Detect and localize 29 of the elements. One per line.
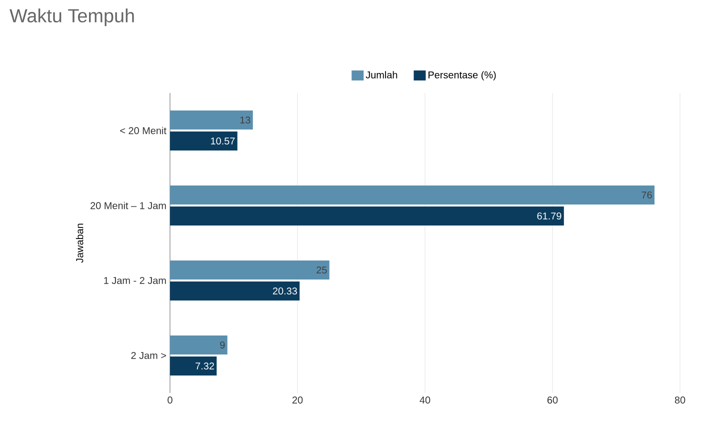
y-tick-label: < 20 Menit bbox=[120, 126, 166, 134]
y-tick-label: 2 Jam > bbox=[131, 352, 166, 360]
data-label: 7.32 bbox=[196, 362, 214, 370]
data-label: 10.57 bbox=[211, 137, 235, 145]
data-label: 61.79 bbox=[537, 212, 562, 220]
data-label: 9 bbox=[220, 341, 225, 349]
data-label: 76 bbox=[642, 191, 652, 199]
legend-label: Persentase (%) bbox=[428, 71, 496, 80]
bar bbox=[170, 132, 238, 151]
bar bbox=[170, 110, 253, 130]
y-tick-label: 1 Jam - 2 Jam bbox=[104, 276, 166, 284]
data-label: 13 bbox=[240, 116, 250, 124]
data-label: 25 bbox=[316, 266, 327, 274]
bar bbox=[170, 260, 330, 280]
x-tick-label: 80 bbox=[674, 396, 686, 404]
legend-label: Jumlah bbox=[366, 71, 398, 78]
bar bbox=[170, 336, 228, 355]
chart-title: Waktu Tempuh bbox=[10, 8, 134, 26]
x-tick-label: 0 bbox=[168, 396, 172, 404]
x-tick-label: 40 bbox=[420, 396, 430, 404]
bar bbox=[170, 206, 564, 226]
bar bbox=[170, 356, 217, 376]
data-label: 20.33 bbox=[272, 287, 297, 295]
x-tick-label: 20 bbox=[292, 396, 303, 404]
bar bbox=[170, 186, 654, 205]
y-axis-title: Jawaban bbox=[76, 224, 84, 263]
y-tick-label: 20 Menit – 1 Jam bbox=[90, 202, 166, 210]
bar bbox=[170, 282, 300, 301]
x-tick-label: 60 bbox=[547, 396, 558, 404]
